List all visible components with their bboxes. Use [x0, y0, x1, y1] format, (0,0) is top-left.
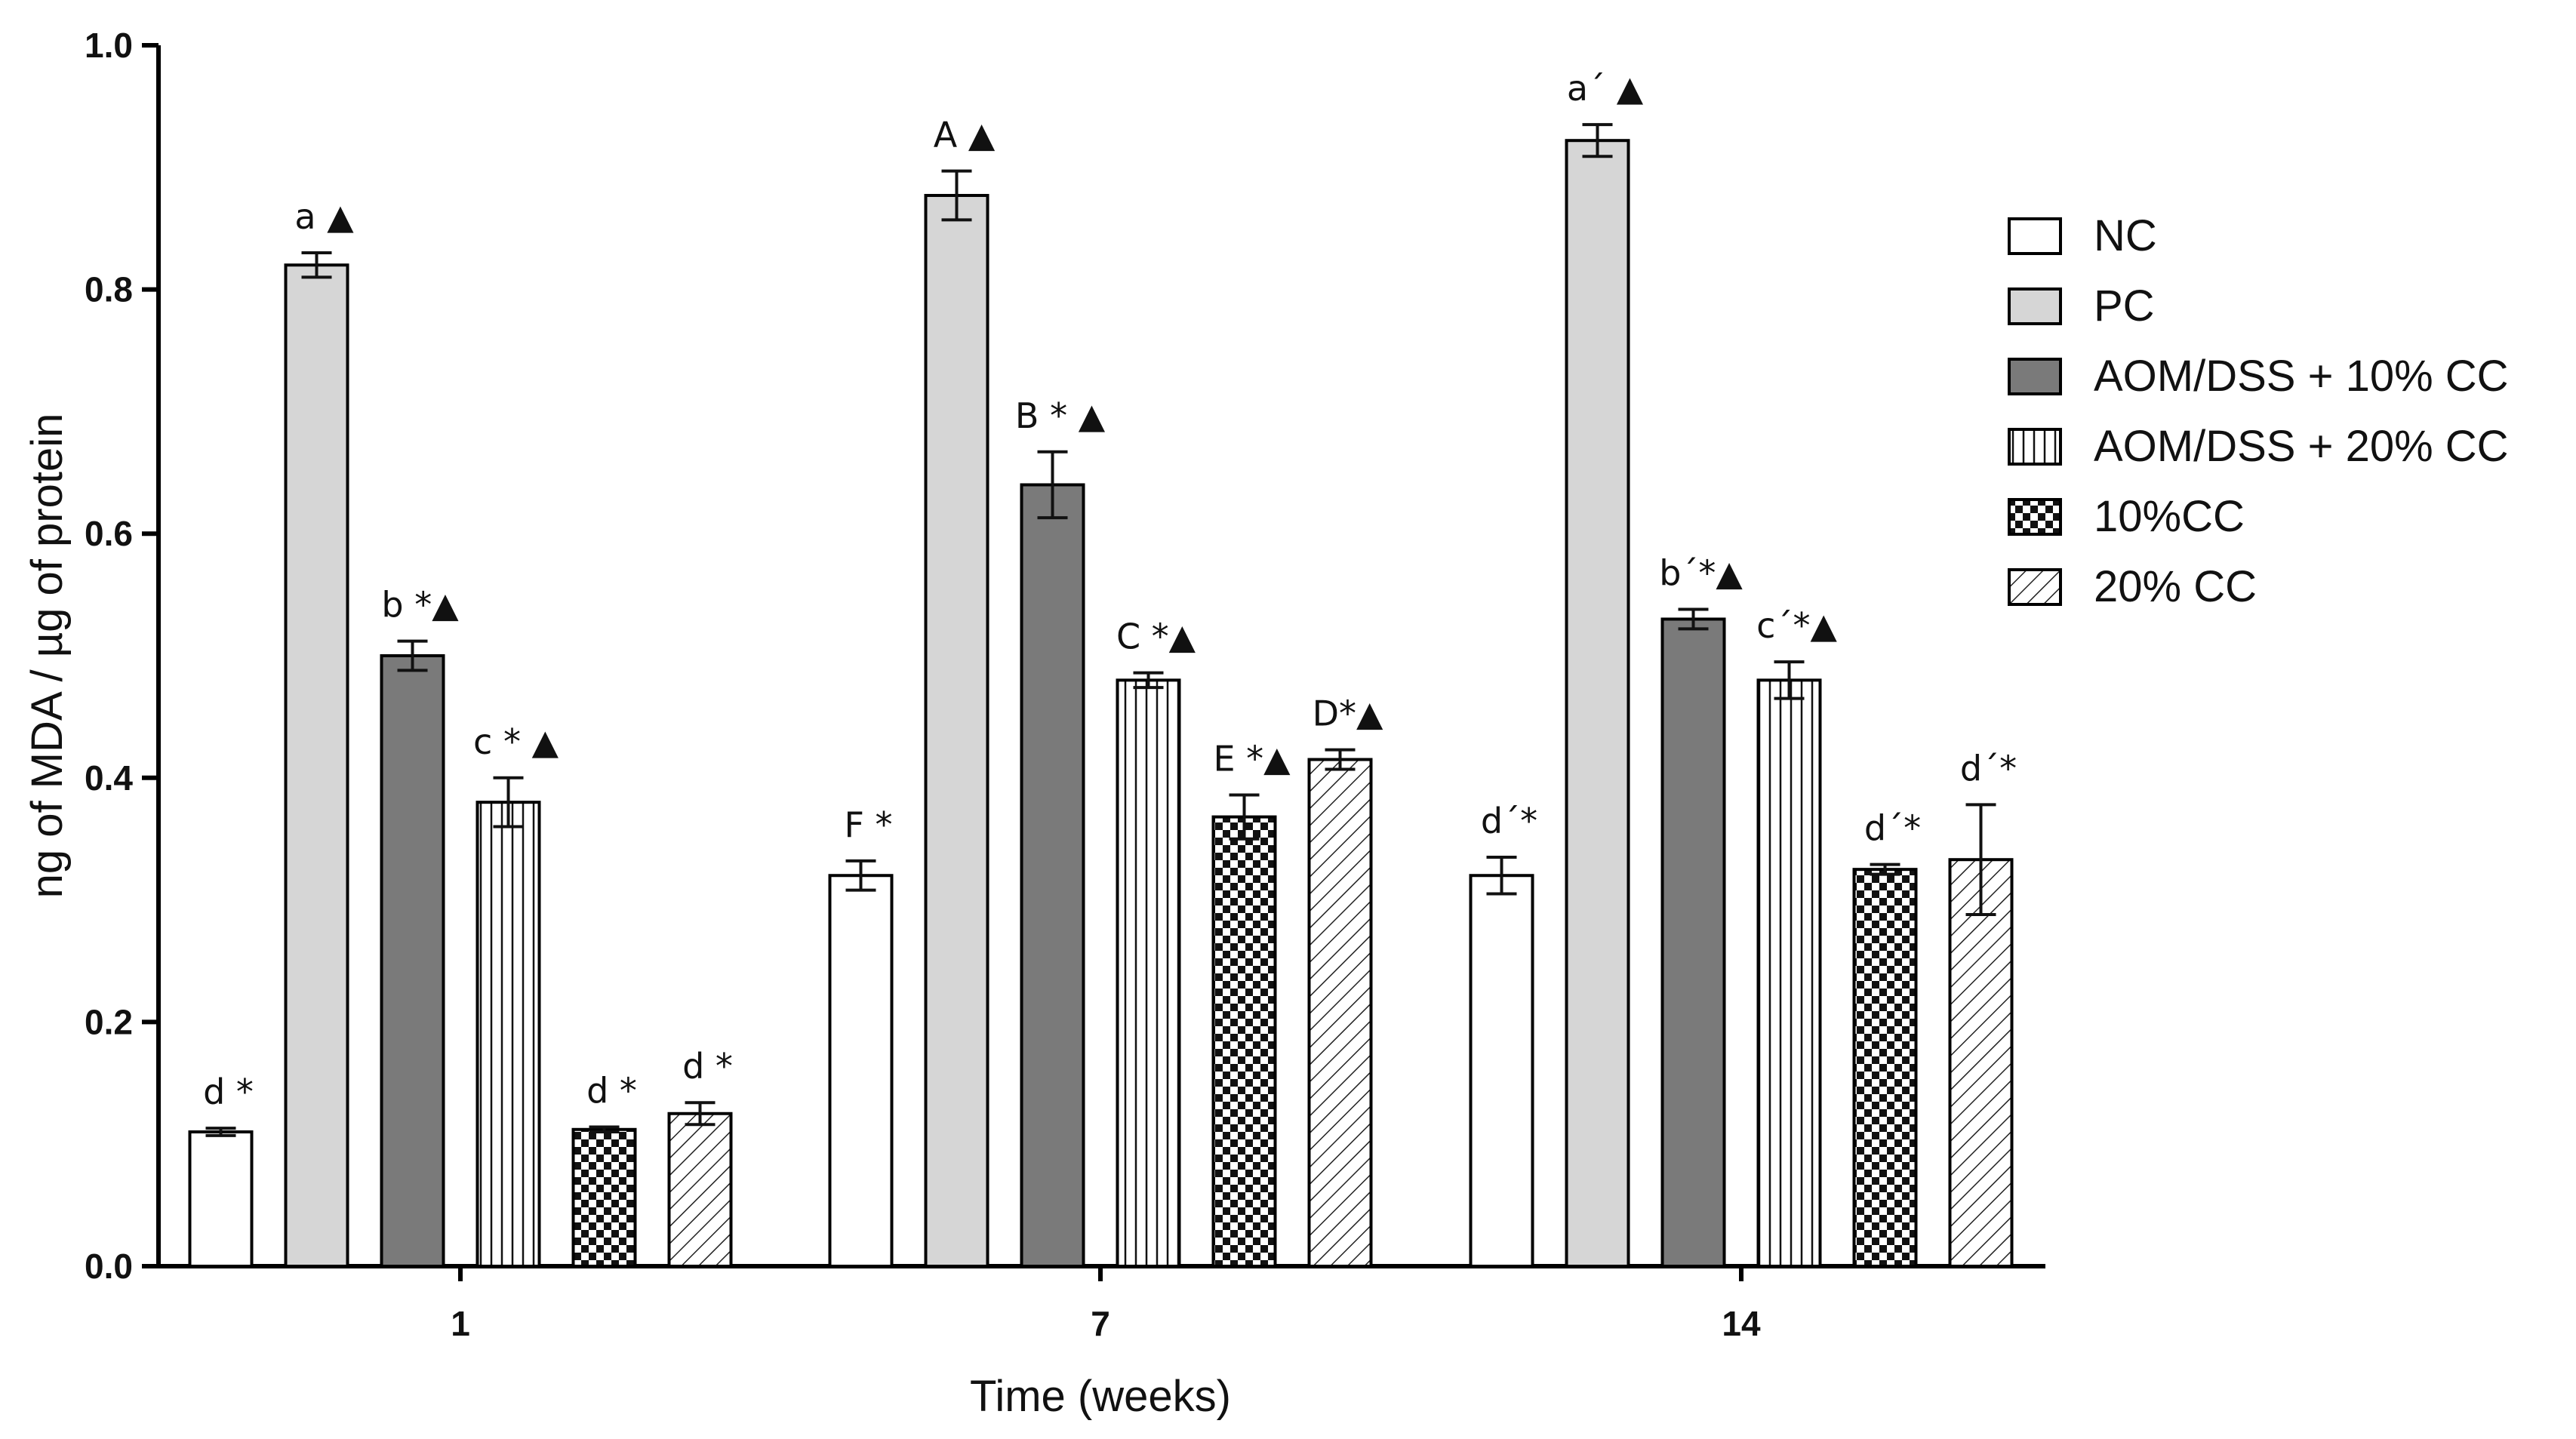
legend-swatch	[2008, 498, 2062, 536]
bar	[188, 1130, 254, 1268]
bar	[924, 194, 989, 1268]
legend-swatch	[2008, 568, 2062, 606]
bar	[1469, 874, 1534, 1268]
legend-label: AOM/DSS + 20% CC	[2094, 422, 2509, 471]
legend-label: AOM/DSS + 10% CC	[2094, 352, 2509, 401]
significance-label: d´*	[1864, 808, 1921, 849]
legend-label: PC	[2094, 281, 2155, 331]
y-tick-label: 0.6	[85, 514, 133, 553]
y-ticks: 0.0 0.2 0.4 0.6 0.8 1.0	[85, 26, 158, 1286]
bars	[188, 139, 2014, 1268]
bar	[1852, 868, 1918, 1268]
x-axis-title: Time (weeks)	[970, 1372, 1231, 1421]
significance-label: c´*▲	[1756, 605, 1837, 646]
bar	[571, 1127, 637, 1268]
significance-label: b *▲	[381, 585, 459, 626]
significance-label: c * ▲	[473, 721, 559, 762]
y-tick-label: 0.4	[85, 758, 133, 798]
x-tick-label: 1	[451, 1304, 470, 1343]
significance-labels: d * a ▲ b *▲ c * ▲ d * d * F * A ▲ B * ▲ C *▲ E *▲…	[203, 68, 2017, 1112]
bar	[1660, 617, 1726, 1268]
significance-label: d *	[586, 1071, 637, 1112]
significance-label: a´ ▲	[1567, 68, 1644, 109]
error-bars	[205, 123, 1996, 1137]
significance-label: F *	[844, 804, 892, 845]
legend-label: 10%CC	[2094, 492, 2245, 541]
significance-label: C *▲	[1116, 616, 1196, 657]
y-tick-label: 1.0	[85, 26, 133, 65]
bar	[380, 654, 445, 1268]
significance-label: E *▲	[1213, 738, 1291, 779]
legend-label: NC	[2094, 211, 2157, 260]
legend-swatch	[2008, 217, 2062, 255]
y-axis-title: ng of MDA / µg of protein	[23, 414, 72, 899]
y-tick-label: 0.8	[85, 270, 133, 309]
bar	[475, 801, 541, 1268]
x-ticks: 1 7 14	[451, 1266, 1761, 1343]
significance-label: A ▲	[934, 115, 996, 155]
legend: NC PC AOM/DSS + 10% CC AOM/DSS + 20% CC 10%C…	[2008, 211, 2509, 611]
legend-label: 20% CC	[2094, 562, 2257, 611]
significance-label: d *	[682, 1046, 733, 1087]
bar	[828, 874, 894, 1268]
bar	[1565, 139, 1630, 1268]
significance-label: b´*▲	[1659, 553, 1743, 594]
bar	[1307, 758, 1373, 1268]
x-tick-label: 7	[1091, 1304, 1110, 1343]
bar	[1020, 483, 1085, 1268]
bar	[1116, 678, 1181, 1268]
bar	[1211, 815, 1277, 1268]
y-tick-label: 0.0	[85, 1247, 133, 1286]
bar	[667, 1112, 733, 1268]
significance-label: d´*	[1481, 801, 1537, 841]
y-tick-label: 0.2	[85, 1002, 133, 1041]
significance-label: d´*	[1960, 748, 2017, 789]
significance-label: d *	[203, 1072, 254, 1112]
legend-swatch	[2008, 428, 2062, 466]
legend-swatch	[2008, 287, 2062, 325]
significance-label: a ▲	[294, 196, 354, 237]
bar	[1948, 858, 2014, 1268]
bar	[1756, 678, 1822, 1268]
significance-label: B * ▲	[1015, 395, 1106, 436]
significance-label: D*▲	[1313, 693, 1383, 734]
bar	[284, 263, 349, 1268]
legend-swatch	[2008, 358, 2062, 395]
x-tick-label: 14	[1722, 1304, 1761, 1343]
